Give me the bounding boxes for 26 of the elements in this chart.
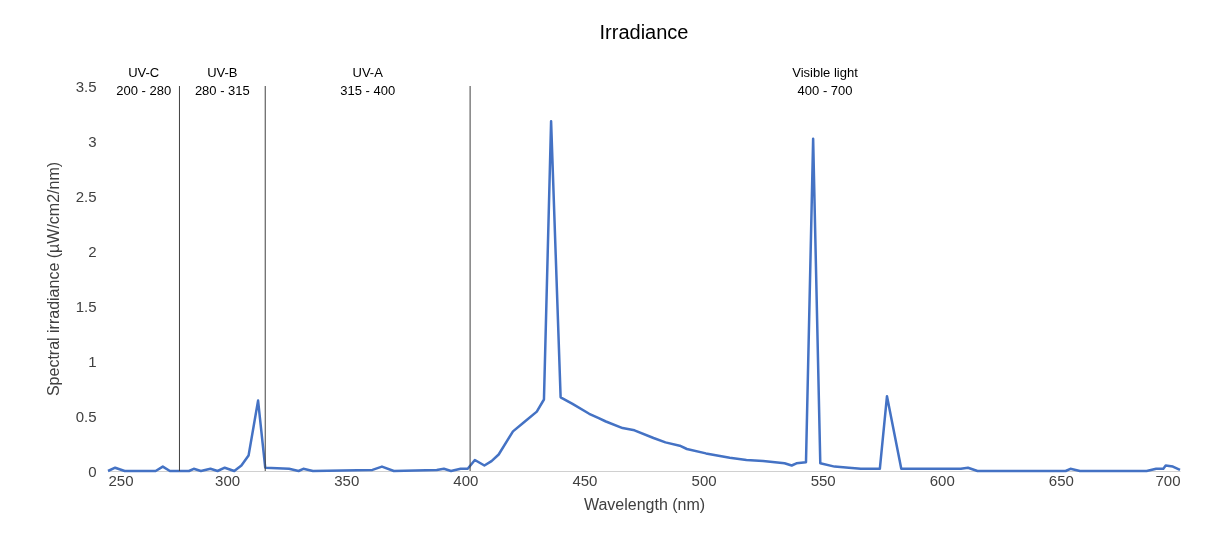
y-tick-label: 1 bbox=[88, 352, 97, 370]
y-tick-label: 0.5 bbox=[75, 407, 97, 425]
x-tick-label: 400 bbox=[453, 471, 479, 489]
x-axis-title: Wavelength (nm) bbox=[583, 495, 706, 513]
y-tick-label: 3 bbox=[88, 132, 97, 150]
y-tick-label: 1.5 bbox=[75, 297, 97, 315]
x-tick-label: 300 bbox=[215, 471, 241, 489]
annotation: Visible light 400 - 700 bbox=[792, 65, 859, 98]
x-tick-label: 650 bbox=[1048, 471, 1074, 489]
y-tick-label: 0 bbox=[88, 462, 97, 480]
x-tick-label: 700 bbox=[1155, 471, 1181, 489]
x-tick-label: 500 bbox=[691, 471, 717, 489]
x-tick-label: 450 bbox=[572, 471, 598, 489]
x-tick-label: 600 bbox=[929, 471, 955, 489]
line-series bbox=[106, 119, 1182, 473]
x-tick-label: 250 bbox=[108, 471, 134, 489]
x-tick-label: 350 bbox=[334, 471, 360, 489]
annotation: UV-C 200 - 280 bbox=[116, 65, 172, 98]
y-tick-label: 2 bbox=[88, 242, 97, 260]
y-tick-label: 2.5 bbox=[75, 187, 97, 205]
annotation: UV-B 280 - 315 bbox=[194, 65, 250, 98]
chart-title: Irradiance bbox=[599, 21, 689, 43]
y-tick-label: 3.5 bbox=[75, 77, 97, 95]
annotation: UV-A 315 - 400 bbox=[340, 65, 396, 98]
x-tick-label: 550 bbox=[810, 471, 836, 489]
y-axis-title: Spectral irradiance (µW/cm2/nm) bbox=[44, 161, 62, 397]
